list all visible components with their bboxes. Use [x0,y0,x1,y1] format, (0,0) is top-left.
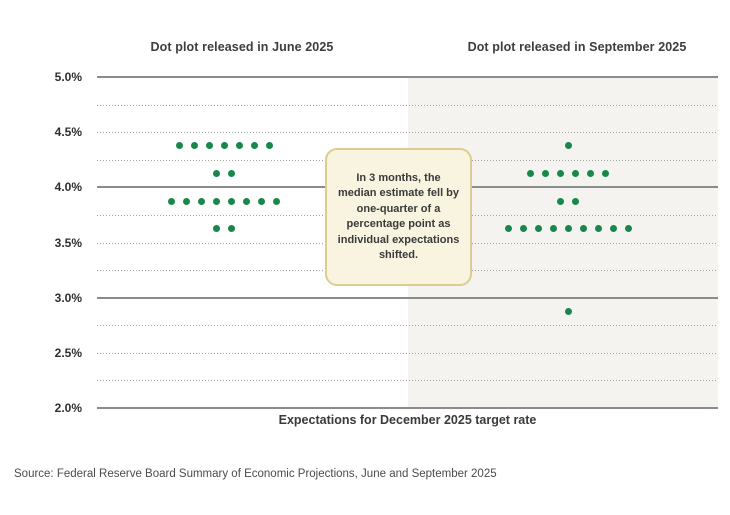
estimate-dot [235,142,243,150]
minor-gridline [97,352,718,354]
major-gridline [97,76,718,78]
y-tick-label: 5.0% [54,70,82,84]
estimate-dot [579,225,587,233]
june-panel-title: Dot plot released in June 2025 [150,40,334,54]
estimate-dot [175,142,183,150]
estimate-dot [549,225,557,233]
estimate-dot [250,142,258,150]
y-tick-label: 4.5% [54,125,82,140]
estimate-dot [557,170,564,178]
major-gridline [97,407,718,409]
y-tick-label: 3.0% [54,290,82,305]
minor-gridline [97,380,718,382]
estimate-dot [205,142,213,150]
minor-gridline [97,104,718,106]
x-axis-label: Expectations for December 2025 target ra… [278,413,537,427]
estimate-dot [572,197,579,205]
y-tick-label: 2.0% [54,401,82,415]
estimate-dot [542,170,549,178]
estimate-dot [258,197,265,205]
estimate-dot [228,225,235,233]
estimate-dot [198,197,205,205]
estimate-dot [228,197,235,205]
estimate-dot [265,142,273,150]
september-panel-title: Dot plot released in September 2025 [467,40,687,54]
estimate-dot [228,170,235,178]
y-tick-label: 2.5% [54,345,82,360]
estimate-dot [213,225,220,233]
y-tick-label: 4.0% [54,180,82,195]
major-gridline [97,296,718,299]
source-note: Source: Federal Reserve Board Summary of… [14,468,497,480]
estimate-dot [602,170,609,178]
estimate-dot [557,197,564,205]
estimate-dot [504,225,512,233]
estimate-dot [587,170,594,178]
estimate-dot [527,170,534,178]
estimate-dot [609,225,617,233]
estimate-dot [564,142,572,150]
estimate-dot [624,225,632,233]
estimate-dot [220,142,228,150]
estimate-dot [190,142,198,150]
estimate-dot [168,197,175,205]
minor-gridline [97,132,718,134]
estimate-dot [213,197,220,205]
annotation-box: In 3 months, the median estimate fell by… [325,148,472,286]
estimate-dot [243,197,250,205]
annotation-text: In 3 months, the median estimate fell by… [337,171,460,262]
estimate-dot [273,197,280,205]
y-tick-label: 3.5% [54,235,82,250]
estimate-dot [534,225,542,233]
estimate-dot [564,225,572,233]
estimate-dot [572,170,579,178]
estimate-dot [519,225,527,233]
estimate-dot [183,197,190,205]
estimate-dot [564,307,572,315]
estimate-dot [213,170,220,178]
minor-gridline [97,325,718,327]
estimate-dot [594,225,602,233]
